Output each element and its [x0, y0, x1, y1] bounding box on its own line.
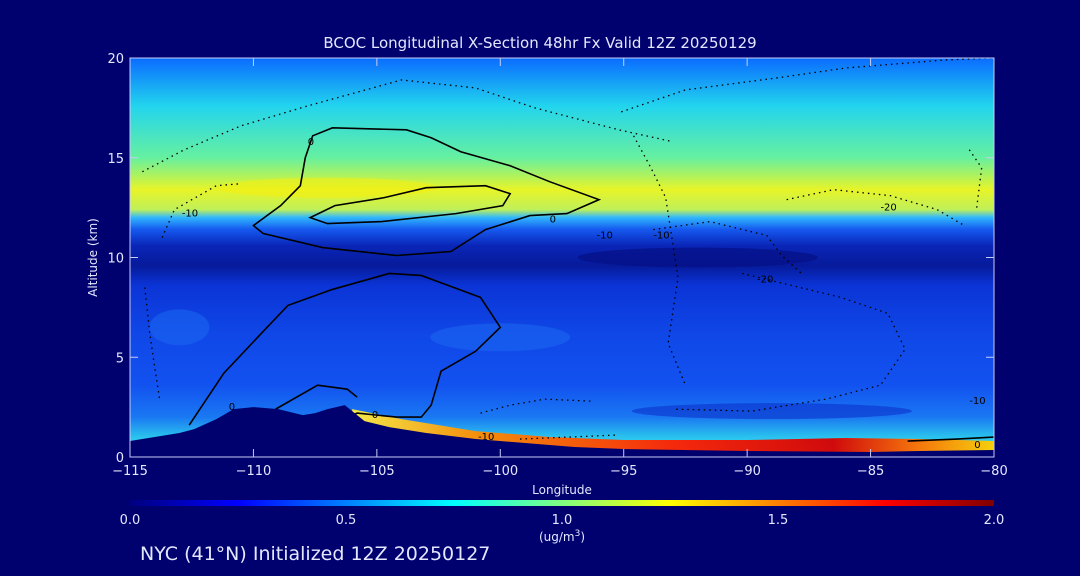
y-tick-label: 15 [107, 152, 124, 167]
low-conc-band [577, 247, 818, 268]
colorbar-tick-label: 0.0 [120, 513, 141, 528]
contour-dotted [480, 398, 592, 414]
contour-zero-east [907, 436, 994, 442]
field-overlays: 0 0 -10 0 0 -10 -10 -20 -20 -10 -10 0 [130, 58, 994, 457]
y-tick-label: 20 [107, 52, 124, 67]
contour-lower-lobe [275, 384, 358, 410]
concentration-field [130, 58, 994, 457]
y-tick-label: 5 [116, 351, 124, 366]
contour-label: -10 [653, 231, 669, 242]
contour-label: 0 [308, 137, 314, 148]
x-tick-label: −90 [733, 464, 760, 479]
x-axis-label: Longitude [532, 483, 592, 497]
contour-label: -20 [880, 203, 896, 214]
x-tick-label: −115 [112, 464, 148, 479]
y-axis-label: Altitude (km) [86, 218, 100, 297]
x-tick-label: −85 [857, 464, 884, 479]
contour-label: 0 [974, 440, 980, 451]
x-tick-label: −105 [359, 464, 395, 479]
y-tick-label: 10 [107, 252, 124, 267]
x-tick-label: −100 [482, 464, 518, 479]
contour-inner-upper [308, 184, 512, 225]
contour-label: -10 [478, 432, 494, 443]
footer-init-text: NYC (41°N) Initialized 12Z 20250127 [140, 543, 491, 565]
colorbar-tick-label: 0.5 [336, 513, 357, 528]
contour-label: 0 [372, 410, 378, 421]
colorbar-tick-label: 1.5 [768, 513, 789, 528]
contour-dotted [142, 79, 674, 173]
x-tick-label: −80 [980, 464, 1007, 479]
x-tick-label: −110 [236, 464, 272, 479]
contour-label: -20 [757, 274, 773, 285]
mid-conc-patch [149, 309, 210, 346]
colorbar-unit-label: (ug/m3) [539, 529, 585, 544]
contour-label: 0 [229, 402, 235, 413]
high-conc-layer [217, 177, 438, 198]
colorbar-tick-label: 1.0 [552, 513, 573, 528]
terrain [130, 405, 994, 457]
colorbar [130, 500, 994, 506]
contour-zero-upper [252, 127, 602, 257]
contour-label: -10 [182, 209, 198, 220]
contour-dotted [786, 189, 965, 227]
x-tick-label: −95 [610, 464, 637, 479]
contour-dotted [144, 287, 161, 400]
contour-label: -10 [969, 396, 985, 407]
low-conc-patch [631, 403, 912, 420]
contour-label: -10 [597, 231, 613, 242]
contour-label: 0 [550, 215, 556, 226]
chart-title: BCOC Longitudinal X-Section 48hr Fx Vali… [323, 34, 757, 52]
mid-conc-patch [430, 323, 571, 352]
y-tick-label: 0 [116, 451, 124, 466]
contour-dotted [653, 220, 802, 274]
colorbar-tick-label: 2.0 [984, 513, 1005, 528]
